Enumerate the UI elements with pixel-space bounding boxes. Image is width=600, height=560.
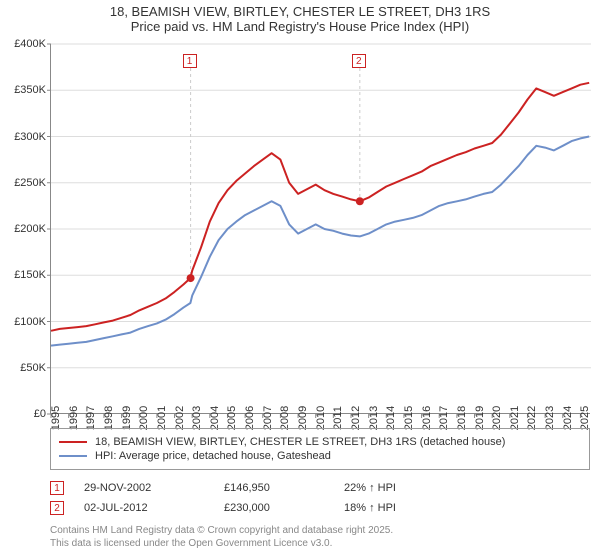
x-tick-label: 2021 [509,406,521,430]
title-address: 18, BEAMISH VIEW, BIRTLEY, CHESTER LE ST… [0,4,600,19]
plot-svg [51,44,591,414]
legend-item-hpi: HPI: Average price, detached house, Gate… [59,450,581,462]
x-tick-label: 1998 [103,406,115,430]
attribution: Contains HM Land Registry data © Crown c… [50,524,590,550]
x-tick-label: 2003 [191,406,203,430]
y-tick-label: £350K [14,84,46,96]
x-tick-label: 1999 [121,406,133,430]
x-tick-label: 2024 [562,406,574,430]
y-tick-label: £0 [34,408,46,420]
legend: 18, BEAMISH VIEW, BIRTLEY, CHESTER LE ST… [50,428,590,470]
sale-pct: 18% ↑ HPI [344,502,464,514]
sale-marker-2: 2 [352,54,366,68]
x-tick-label: 2009 [297,406,309,430]
y-tick-label: £250K [14,177,46,189]
x-tick-label: 1997 [85,406,97,430]
x-tick-label: 2004 [209,406,221,430]
x-tick-label: 2011 [332,406,344,430]
x-tick-label: 2001 [156,406,168,430]
x-tick-label: 2002 [174,406,186,430]
x-tick-label: 2025 [579,406,591,430]
x-tick-label: 1996 [68,406,80,430]
plot-box [50,44,590,414]
legend-swatch [59,455,87,457]
x-tick-label: 2000 [138,406,150,430]
legend-label: HPI: Average price, detached house, Gate… [95,450,331,462]
x-tick-label: 2005 [226,406,238,430]
y-tick-label: £50K [20,362,46,374]
y-tick-label: £200K [14,223,46,235]
x-tick-label: 2016 [421,406,433,430]
sale-row: 1 29-NOV-2002£146,95022% ↑ HPI [50,478,590,498]
y-tick-label: £100K [14,316,46,328]
x-tick-label: 2017 [438,406,450,430]
sale-marker-1: 1 [183,54,197,68]
sale-row: 2 02-JUL-2012£230,00018% ↑ HPI [50,498,590,518]
x-tick-label: 2008 [279,406,291,430]
sale-marker-badge: 1 [50,481,64,495]
y-tick-label: £400K [14,38,46,50]
y-tick-label: £300K [14,131,46,143]
attribution-line2: This data is licensed under the Open Gov… [50,537,590,550]
sale-price: £146,950 [224,482,344,494]
x-tick-label: 2022 [526,406,538,430]
x-tick-label: 2006 [244,406,256,430]
legend-item-price-paid: 18, BEAMISH VIEW, BIRTLEY, CHESTER LE ST… [59,436,581,448]
chart-container: 18, BEAMISH VIEW, BIRTLEY, CHESTER LE ST… [0,0,600,560]
sale-marker-badge: 2 [50,501,64,515]
legend-swatch [59,441,87,443]
y-tick-label: £150K [14,269,46,281]
x-tick-label: 2010 [315,406,327,430]
x-tick-label: 2007 [262,406,274,430]
x-tick-label: 2012 [350,406,362,430]
x-tick-label: 2013 [368,406,380,430]
sale-price: £230,000 [224,502,344,514]
x-tick-label: 2020 [491,406,503,430]
legend-label: 18, BEAMISH VIEW, BIRTLEY, CHESTER LE ST… [95,436,505,448]
chart-area: £0£50K£100K£150K£200K£250K£300K£350K£400… [50,44,590,414]
x-tick-label: 2015 [403,406,415,430]
title-block: 18, BEAMISH VIEW, BIRTLEY, CHESTER LE ST… [0,0,600,34]
x-tick-label: 1995 [50,406,62,430]
x-tick-label: 2014 [385,406,397,430]
title-subtitle: Price paid vs. HM Land Registry's House … [0,19,600,34]
sale-date: 02-JUL-2012 [84,502,224,514]
sale-table: 1 29-NOV-2002£146,95022% ↑ HPI 2 02-JUL-201… [50,478,590,518]
sale-date: 29-NOV-2002 [84,482,224,494]
attribution-line1: Contains HM Land Registry data © Crown c… [50,524,590,537]
x-tick-label: 2018 [456,406,468,430]
x-tick-label: 2023 [544,406,556,430]
x-tick-label: 2019 [474,406,486,430]
sale-pct: 22% ↑ HPI [344,482,464,494]
